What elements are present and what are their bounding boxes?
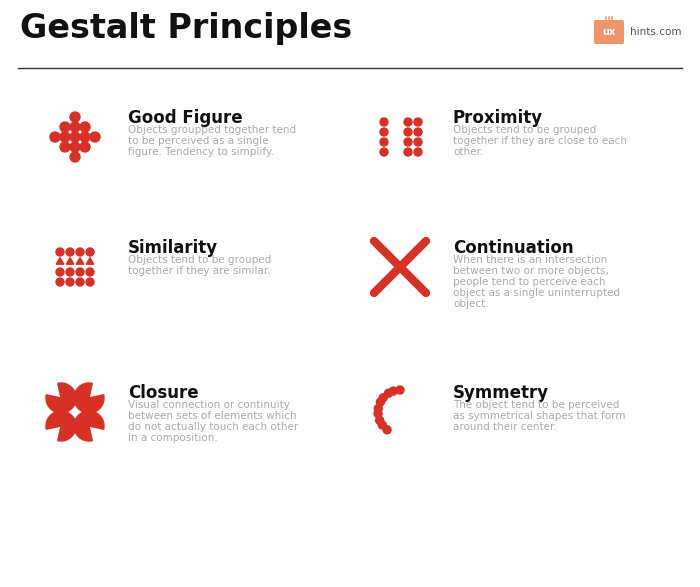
Circle shape [70,132,80,142]
Circle shape [414,148,422,156]
Text: between sets of elements which: between sets of elements which [128,411,297,421]
Text: ux: ux [603,27,615,37]
Circle shape [86,248,94,256]
Circle shape [66,268,74,276]
Circle shape [380,138,388,146]
Text: in a composition.: in a composition. [128,433,218,443]
Circle shape [404,138,412,146]
Text: Good Figure: Good Figure [128,109,243,127]
Wedge shape [74,411,104,441]
Circle shape [70,152,80,162]
Text: Gestalt Principles: Gestalt Principles [20,12,352,45]
Text: Objects groupped together tend: Objects groupped together tend [128,125,296,135]
Circle shape [376,416,384,424]
Wedge shape [46,383,76,413]
Circle shape [80,122,90,132]
Text: Proximity: Proximity [453,109,543,127]
Circle shape [378,421,386,429]
Circle shape [80,142,90,152]
Circle shape [70,112,80,122]
Text: figure. Tendency to simplify.: figure. Tendency to simplify. [128,147,274,157]
Polygon shape [56,258,64,264]
Circle shape [56,268,64,276]
Text: object as a single uninterrupted: object as a single uninterrupted [453,288,620,298]
Circle shape [86,278,94,286]
Circle shape [60,142,70,152]
Circle shape [90,132,100,142]
Text: as symmetrical shapes that form: as symmetrical shapes that form [453,411,626,421]
Circle shape [374,404,382,413]
Text: The object tend to be perceived: The object tend to be perceived [453,400,620,410]
Text: do not actually touch each other: do not actually touch each other [128,422,298,432]
Wedge shape [74,383,104,413]
Polygon shape [76,258,84,264]
Circle shape [60,132,70,142]
Text: hints.com: hints.com [630,27,682,37]
Circle shape [379,394,387,402]
Circle shape [70,122,80,132]
Circle shape [396,386,404,394]
Text: around their center.: around their center. [453,422,556,432]
Circle shape [50,132,60,142]
Text: between two or more objects,: between two or more objects, [453,266,609,276]
Circle shape [414,128,422,136]
Text: Objects tend to be grouped: Objects tend to be grouped [453,125,596,135]
Circle shape [404,128,412,136]
Circle shape [76,268,84,276]
Circle shape [70,142,80,152]
Circle shape [377,398,384,406]
Circle shape [56,248,64,256]
Circle shape [60,122,70,132]
Circle shape [76,248,84,256]
Text: together if they are close to each: together if they are close to each [453,136,627,146]
Circle shape [380,118,388,126]
Text: Continuation: Continuation [453,239,573,257]
Circle shape [414,118,422,126]
Text: to be perceived as a single: to be perceived as a single [128,136,269,146]
Text: people tend to perceive each: people tend to perceive each [453,277,606,287]
Circle shape [384,389,393,397]
Text: Similarity: Similarity [128,239,218,257]
Text: Objects tend to be grouped: Objects tend to be grouped [128,255,272,265]
Circle shape [66,248,74,256]
Circle shape [404,118,412,126]
Circle shape [374,410,382,418]
FancyBboxPatch shape [594,20,624,44]
Circle shape [383,426,391,434]
Polygon shape [86,258,94,264]
Circle shape [80,132,90,142]
Polygon shape [66,258,74,264]
Text: other.: other. [453,147,483,157]
Text: Closure: Closure [128,384,199,402]
Text: together if they are similar.: together if they are similar. [128,266,271,276]
Circle shape [66,278,74,286]
Text: Symmetry: Symmetry [453,384,549,402]
Circle shape [404,148,412,156]
Circle shape [380,148,388,156]
Text: When there is an intersection: When there is an intersection [453,255,608,265]
Circle shape [76,278,84,286]
Circle shape [86,268,94,276]
Circle shape [414,138,422,146]
Circle shape [389,387,397,395]
Wedge shape [46,411,76,441]
Text: Visual connection or continuity: Visual connection or continuity [128,400,290,410]
Circle shape [380,128,388,136]
Circle shape [56,278,64,286]
Text: object.: object. [453,299,489,309]
